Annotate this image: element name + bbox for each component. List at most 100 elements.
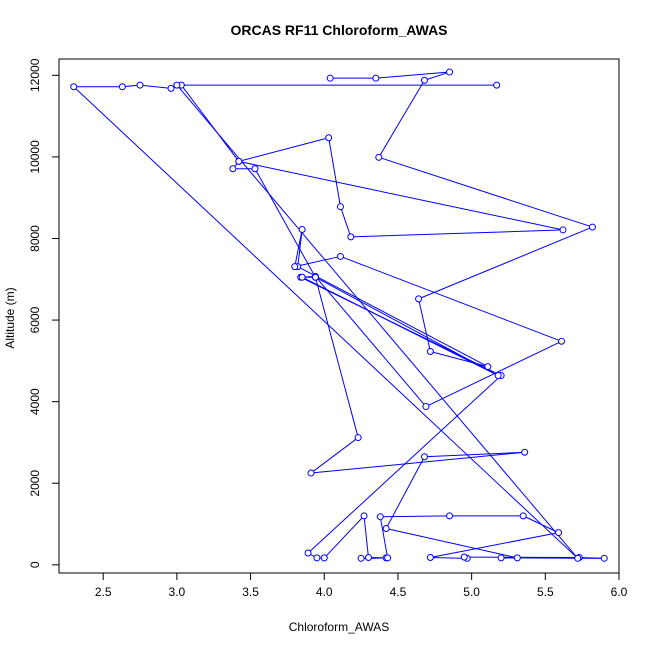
series-segment bbox=[315, 276, 499, 376]
data-point bbox=[588, 223, 596, 231]
data-point bbox=[311, 273, 319, 281]
series-segment bbox=[380, 515, 450, 518]
y-tick-label: 0 bbox=[28, 561, 42, 568]
data-point bbox=[559, 226, 567, 234]
x-axis: 2.5 3.0 3.5 4.0 4.5 5.0 5.5 6.0 bbox=[95, 572, 628, 599]
data-point bbox=[291, 263, 299, 271]
data-point bbox=[229, 165, 237, 173]
x-tick-label: 4.0 bbox=[316, 585, 333, 599]
data-point bbox=[136, 81, 144, 89]
series-segment bbox=[254, 168, 316, 278]
y-tick-label: 2000 bbox=[28, 470, 42, 497]
data-point bbox=[235, 157, 243, 165]
series-segment bbox=[385, 456, 425, 529]
data-point bbox=[415, 295, 423, 303]
data-point bbox=[574, 554, 582, 562]
series-layer bbox=[70, 68, 608, 562]
y-tick-label: 4000 bbox=[28, 388, 42, 415]
data-point bbox=[304, 549, 312, 557]
data-point bbox=[460, 553, 468, 561]
series-segment bbox=[297, 266, 489, 368]
data-point bbox=[173, 81, 181, 89]
y-tick-label: 8000 bbox=[28, 225, 42, 252]
chart-title: ORCAS RF11 Chloroform_AWAS bbox=[230, 22, 447, 38]
data-point bbox=[558, 337, 566, 345]
y-axis: 0 2000 4000 6000 8000 10000 12000 bbox=[28, 58, 60, 568]
data-point bbox=[118, 83, 126, 91]
series-segment bbox=[378, 79, 425, 158]
series-segment bbox=[315, 276, 427, 407]
data-point bbox=[384, 554, 392, 562]
series-segment bbox=[418, 226, 593, 300]
data-point bbox=[493, 81, 501, 89]
data-point bbox=[360, 512, 368, 520]
y-tick-label: 10000 bbox=[28, 140, 42, 174]
data-point bbox=[513, 554, 521, 562]
data-point bbox=[555, 529, 563, 537]
data-point bbox=[336, 252, 344, 260]
series-segment bbox=[294, 255, 341, 268]
series-segment bbox=[238, 160, 564, 231]
data-point bbox=[426, 347, 434, 355]
data-point bbox=[420, 453, 428, 461]
data-point bbox=[446, 68, 454, 76]
data-point bbox=[420, 76, 428, 84]
series-segment bbox=[301, 276, 499, 377]
x-tick-label: 5.5 bbox=[537, 585, 554, 599]
data-point bbox=[426, 553, 434, 561]
series-segment bbox=[418, 298, 431, 352]
data-point bbox=[326, 74, 334, 82]
data-point bbox=[519, 512, 527, 520]
data-point bbox=[364, 553, 372, 561]
data-point bbox=[521, 448, 529, 456]
data-point bbox=[347, 233, 355, 241]
series-segment bbox=[238, 137, 329, 162]
data-point bbox=[497, 554, 505, 562]
series-segment bbox=[180, 84, 240, 162]
series-segment bbox=[424, 71, 450, 81]
series-segment bbox=[430, 532, 559, 558]
series-segment bbox=[294, 229, 303, 267]
series-segment bbox=[176, 84, 579, 559]
data-point bbox=[372, 74, 380, 82]
data-point bbox=[70, 83, 78, 91]
data-point bbox=[325, 134, 333, 142]
x-tick-label: 5.0 bbox=[463, 585, 480, 599]
series-segment bbox=[378, 156, 593, 228]
data-point bbox=[251, 165, 259, 173]
x-tick-label: 2.5 bbox=[95, 585, 112, 599]
data-point bbox=[600, 554, 608, 562]
series-segment bbox=[425, 340, 562, 408]
data-point bbox=[298, 226, 306, 234]
data-point bbox=[494, 372, 502, 380]
x-axis-label: Chloroform_AWAS bbox=[289, 620, 389, 634]
data-point bbox=[357, 554, 365, 562]
y-axis-label: Altitude (m) bbox=[3, 287, 17, 348]
series-segment bbox=[340, 206, 352, 238]
series-segment bbox=[323, 515, 365, 559]
series-segment bbox=[386, 528, 518, 559]
series-segment bbox=[310, 451, 525, 474]
x-tick-label: 4.5 bbox=[390, 585, 407, 599]
series-segment bbox=[310, 437, 359, 474]
data-point bbox=[422, 403, 430, 411]
data-point bbox=[446, 512, 454, 520]
y-tick-label: 6000 bbox=[28, 306, 42, 333]
data-point bbox=[298, 273, 306, 281]
data-point bbox=[484, 363, 492, 371]
series-segment bbox=[328, 137, 341, 207]
series-segment bbox=[379, 516, 389, 558]
data-point bbox=[354, 434, 362, 442]
x-tick-label: 6.0 bbox=[611, 585, 628, 599]
series-segment bbox=[340, 255, 562, 342]
series-segment bbox=[375, 71, 450, 79]
series-segment bbox=[73, 86, 579, 559]
data-point bbox=[375, 153, 383, 161]
x-tick-label: 3.0 bbox=[169, 585, 186, 599]
series-segment bbox=[140, 84, 172, 89]
data-point bbox=[167, 84, 175, 92]
series-segment bbox=[350, 229, 564, 238]
y-tick-label: 12000 bbox=[28, 58, 42, 92]
